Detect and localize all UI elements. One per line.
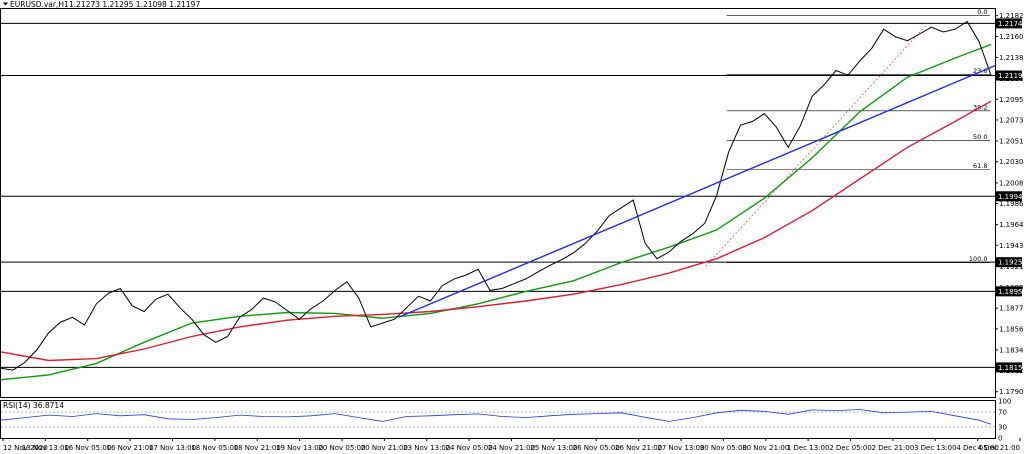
x-tick-label: 25 Nov 13:00 xyxy=(530,444,577,452)
y-tick-label: 1.20735 xyxy=(999,116,1024,124)
price-series xyxy=(0,20,992,371)
x-tick-label: 4 Dec 21:00 xyxy=(977,444,1020,452)
fib-level-label: 23.6 xyxy=(973,67,987,75)
x-tick-label: 3 Dec 13:00 xyxy=(914,444,957,452)
rsi-tick-label: 0 xyxy=(998,435,1002,443)
x-tick-label: 27 Nov 13:00 xyxy=(657,444,704,452)
x-tick-label: 30 Nov 21:00 xyxy=(742,444,789,452)
x-tick-label: 19 Nov 13:00 xyxy=(276,444,323,452)
rsi-indicator: 100 70 30 0 xyxy=(0,398,1011,443)
y-tick-label: 1.21385 xyxy=(999,54,1024,62)
symbol-label: EURUSD.var,H1 xyxy=(10,0,69,9)
x-tick-label: 20 Nov 21:00 xyxy=(361,444,408,452)
fib-range-line xyxy=(705,23,929,267)
fib-level-label: 0.0 xyxy=(977,8,987,16)
price-line xyxy=(0,20,992,371)
level-price-box xyxy=(996,286,1022,297)
ohlc-readout: 1.21273 1.21295 1.21098 1.21197 xyxy=(69,0,200,9)
y-tick-label: 1.18340 xyxy=(999,346,1024,354)
x-tick-label: 12 Nov 2020 xyxy=(3,444,48,452)
x-tick-label: 26 Nov 05:00 xyxy=(573,444,620,452)
y-tick-label: 1.19645 xyxy=(999,221,1024,229)
moving-average-line xyxy=(0,43,992,381)
x-tick-label: 16 Nov 05:00 xyxy=(64,444,111,452)
y-tick-label: 1.20950 xyxy=(999,96,1024,104)
x-tick-label: 13 Nov 13:00 xyxy=(22,444,69,452)
trendline-line xyxy=(398,65,996,318)
fib-level-label: 61.8 xyxy=(973,162,987,170)
x-tick-label: 18 Nov 05:00 xyxy=(191,444,238,452)
y-tick-label: 1.19430 xyxy=(999,242,1024,250)
level-price-box xyxy=(996,257,1022,268)
y-tick-label: 1.20515 xyxy=(999,138,1024,146)
y-tick-label: 1.18775 xyxy=(999,305,1024,313)
y-tick-label: 1.20080 xyxy=(999,179,1024,187)
x-tick-label: 23 Nov 13:00 xyxy=(403,444,450,452)
fib-level-label: 100.0 xyxy=(969,255,988,263)
x-tick-label: 24 Nov 05:00 xyxy=(446,444,493,452)
y-tick-label: 1.18560 xyxy=(999,325,1024,333)
symbol-dropdown-icon[interactable] xyxy=(3,2,8,6)
y-tick-label: 1.21605 xyxy=(999,33,1024,41)
y-tick-label: 1.19865 xyxy=(999,200,1024,208)
x-tick-label: 17 Nov 13:00 xyxy=(149,444,196,452)
level-price-label: 1.19940 xyxy=(998,193,1024,201)
fib-level-label: 50.0 xyxy=(973,133,987,141)
x-tick-label: 2 Dec 05:00 xyxy=(829,444,872,452)
y-tick-label: 1.20300 xyxy=(999,158,1024,166)
level-price-box xyxy=(996,18,1022,29)
rsi-tick-label: 30 xyxy=(998,423,1007,431)
x-tick-label: 20 Nov 05:00 xyxy=(318,444,365,452)
x-tick-label: 26 Nov 21:00 xyxy=(615,444,662,452)
level-price-box xyxy=(996,70,1022,81)
rsi-plot-frame xyxy=(0,400,996,439)
horizontal-levels xyxy=(1,22,995,368)
moving-averages xyxy=(0,43,992,381)
price-axis-level-labels: 1.21740 1.21197 1.19940 1.19254 1.18950 1.181… xyxy=(996,18,1024,373)
level-price-label: 1.21197 xyxy=(998,72,1024,80)
rsi-tick-label: 100 xyxy=(998,398,1011,406)
x-tick-label: 4 Dec 05:00 xyxy=(956,444,999,452)
level-price-label: 1.21740 xyxy=(998,20,1024,28)
x-tick-label: 16 Nov 21:00 xyxy=(107,444,154,452)
level-price-box xyxy=(996,191,1022,202)
moving-average-line xyxy=(0,100,992,362)
level-price-label: 1.18950 xyxy=(998,288,1024,296)
x-tick-label: 24 Nov 21:00 xyxy=(488,444,535,452)
rsi-line xyxy=(0,409,992,425)
x-tick-label: 2 Dec 21:00 xyxy=(872,444,915,452)
x-tick-label: 1 Dec 13:00 xyxy=(787,444,830,452)
x-tick-label: 30 Nov 05:00 xyxy=(700,444,747,452)
level-price-label: 1.18158 xyxy=(998,364,1024,372)
y-tick-label: 1.17905 xyxy=(999,388,1024,396)
level-price-box xyxy=(996,362,1022,373)
trendline xyxy=(398,65,996,318)
x-tick-label: 18 Nov 21:00 xyxy=(234,444,281,452)
rsi-label: RSI(14) 36.8714 xyxy=(3,401,64,410)
level-price-label: 1.19254 xyxy=(998,259,1024,267)
y-tick-label: 1.21820 xyxy=(999,12,1024,20)
rsi-tick-label: 70 xyxy=(998,409,1007,417)
